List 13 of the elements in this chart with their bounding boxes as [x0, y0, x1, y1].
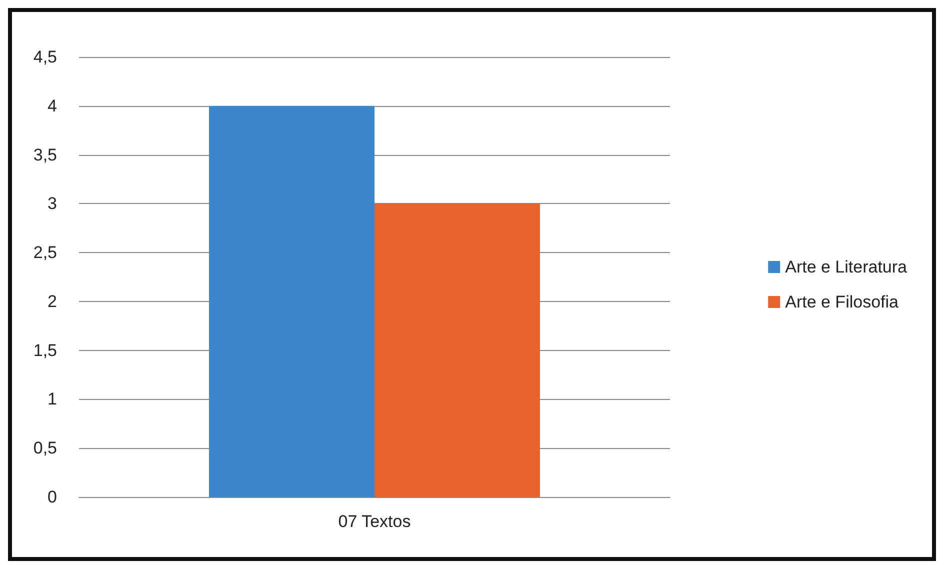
- y-tick-label: 2: [48, 292, 57, 311]
- y-tick-label: 3: [48, 194, 57, 214]
- y-tick-label: 0: [48, 488, 57, 506]
- legend-label: Arte e Literatura: [785, 258, 908, 276]
- y-tick-label: 1: [48, 390, 57, 409]
- y-tick-label: 2,5: [33, 243, 57, 262]
- x-tick-label: 07 Textos: [338, 512, 411, 531]
- y-tick-label: 1,5: [33, 340, 57, 360]
- y-tick-label: 3,5: [33, 145, 57, 164]
- y-tick-label: 4: [48, 96, 57, 116]
- y-tick-label: 4,5: [33, 48, 57, 66]
- y-tick-label: 0,5: [33, 438, 57, 458]
- legend-label: Arte e Filosofia: [785, 292, 900, 312]
